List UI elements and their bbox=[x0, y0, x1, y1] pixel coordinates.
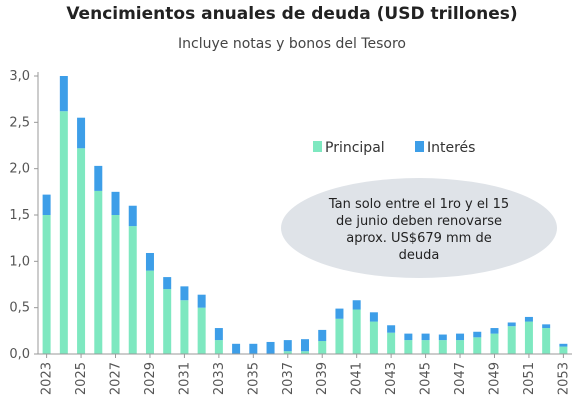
x-tick-label: 2043 bbox=[384, 362, 399, 395]
bar-principal-2042 bbox=[369, 321, 378, 354]
x-tick-label: 2037 bbox=[281, 362, 296, 395]
bar-interes-2044 bbox=[404, 333, 413, 341]
bar-interes-2051 bbox=[524, 316, 533, 322]
y-tick-label: 0,5 bbox=[9, 301, 30, 316]
bar-principal-2041 bbox=[352, 309, 361, 354]
y-tick-label: 3,0 bbox=[9, 69, 30, 84]
bar-interes-2047 bbox=[456, 333, 465, 341]
bar-interes-2028 bbox=[128, 205, 137, 227]
x-axis: 2023 2025 2027 2029 2031 2033 2035 2037 2039 2041… bbox=[38, 353, 572, 395]
bar-principal-2029 bbox=[145, 270, 154, 354]
bar-interes-2040 bbox=[335, 308, 344, 319]
x-tick-label: 2051 bbox=[522, 362, 537, 395]
y-tick-label: 2,5 bbox=[9, 115, 30, 130]
x-tick-label: 2041 bbox=[350, 362, 365, 395]
bar-interes-2024 bbox=[59, 76, 68, 112]
bar-interes-2042 bbox=[369, 312, 378, 322]
bar-interes-2032 bbox=[197, 294, 206, 308]
bar-principal-2053 bbox=[559, 346, 568, 354]
x-tick-label: 2045 bbox=[419, 362, 434, 395]
legend-label-principal: Principal bbox=[325, 140, 385, 156]
bar-interes-2034 bbox=[232, 343, 241, 354]
bar-interes-2038 bbox=[301, 339, 309, 352]
bar-interes-2048 bbox=[473, 331, 482, 338]
x-tick-label: 2039 bbox=[315, 362, 330, 395]
annotation-ellipse bbox=[281, 178, 557, 278]
bar-principal-2039 bbox=[318, 341, 327, 354]
bar-principal-2047 bbox=[456, 340, 465, 354]
bar-principal-2026 bbox=[94, 190, 103, 354]
bar-principal-2043 bbox=[387, 332, 396, 354]
annotation-line-3: aprox. US$679 mm de bbox=[346, 231, 491, 246]
x-tick-label: 2031 bbox=[177, 362, 192, 395]
legend-swatch-principal bbox=[313, 141, 322, 152]
bar-interes-2043 bbox=[387, 325, 396, 333]
bar-principal-2027 bbox=[111, 215, 120, 354]
bar-principal-2030 bbox=[163, 289, 172, 354]
x-tick-label: 2053 bbox=[556, 362, 571, 395]
bar-principal-2046 bbox=[438, 340, 447, 354]
y-tick-label: 1,5 bbox=[9, 208, 30, 223]
bars-group bbox=[42, 76, 568, 354]
legend: Principal Interés bbox=[313, 140, 475, 156]
bar-interes-2033 bbox=[214, 328, 223, 341]
bar-interes-2041 bbox=[352, 300, 361, 310]
bar-interes-2053 bbox=[559, 343, 568, 347]
bar-principal-2038 bbox=[301, 351, 309, 354]
x-tick-label: 2025 bbox=[74, 362, 89, 395]
x-tick-label: 2027 bbox=[109, 362, 124, 395]
bar-principal-2028 bbox=[128, 226, 137, 354]
x-tick-label: 2049 bbox=[487, 362, 502, 395]
y-axis: 0,0 0,5 1,0 1,5 2,0 2,5 3,0 bbox=[9, 69, 39, 362]
bar-interes-2027 bbox=[111, 191, 120, 215]
bar-principal-2052 bbox=[542, 328, 551, 354]
bar-principal-2025 bbox=[77, 148, 86, 354]
bar-interes-2035 bbox=[249, 343, 258, 354]
bar-principal-2051 bbox=[524, 321, 533, 354]
bar-interes-2026 bbox=[94, 165, 103, 191]
bar-principal-2024 bbox=[59, 111, 68, 354]
bar-interes-2045 bbox=[421, 333, 430, 341]
y-tick-label: 1,0 bbox=[9, 254, 30, 269]
x-tick-label: 2033 bbox=[212, 362, 227, 395]
chart-subtitle: Incluye notas y bonos del Tesoro bbox=[178, 36, 406, 52]
bar-principal-2031 bbox=[180, 300, 189, 354]
bar-interes-2039 bbox=[318, 329, 327, 342]
legend-swatch-interes bbox=[415, 141, 424, 152]
legend-label-interes: Interés bbox=[427, 140, 475, 156]
y-tick-label: 0,0 bbox=[9, 347, 30, 362]
bar-principal-2044 bbox=[404, 340, 413, 354]
bar-principal-2050 bbox=[507, 326, 516, 354]
bar-interes-2050 bbox=[507, 322, 516, 327]
x-tick-label: 2023 bbox=[40, 362, 55, 395]
bar-principal-2037 bbox=[283, 351, 292, 354]
bar-principal-2032 bbox=[197, 307, 206, 354]
x-tick-label: 2029 bbox=[143, 362, 158, 395]
chart-title: Vencimientos anuales de deuda (USD trill… bbox=[66, 4, 518, 24]
bar-interes-2052 bbox=[542, 324, 551, 329]
bar-interes-2023 bbox=[42, 194, 51, 215]
y-tick-label: 2,0 bbox=[9, 162, 30, 177]
annotation-line-1: Tan solo entre el 1ro y el 15 bbox=[328, 197, 509, 212]
bar-principal-2040 bbox=[335, 318, 344, 354]
annotation-line-2: de junio deben renovarse bbox=[336, 214, 502, 229]
x-tick-label: 2047 bbox=[453, 362, 468, 395]
bar-principal-2045 bbox=[421, 340, 430, 354]
bar-principal-2048 bbox=[473, 337, 482, 354]
bar-interes-2036 bbox=[266, 341, 275, 354]
bar-principal-2023 bbox=[42, 215, 51, 354]
bar-principal-2033 bbox=[214, 340, 223, 354]
bar-interes-2030 bbox=[163, 277, 172, 290]
bar-interes-2046 bbox=[438, 334, 447, 341]
x-tick-label: 2035 bbox=[246, 362, 261, 395]
annotation-line-4: deuda bbox=[399, 248, 440, 263]
bar-interes-2049 bbox=[490, 328, 499, 334]
bar-interes-2025 bbox=[77, 117, 86, 149]
bar-principal-2049 bbox=[490, 333, 499, 354]
bar-interes-2029 bbox=[145, 252, 154, 271]
bar-interes-2031 bbox=[180, 286, 189, 301]
annotation-callout: Tan solo entre el 1ro y el 15 de junio d… bbox=[281, 178, 557, 278]
bar-interes-2037 bbox=[283, 340, 292, 352]
